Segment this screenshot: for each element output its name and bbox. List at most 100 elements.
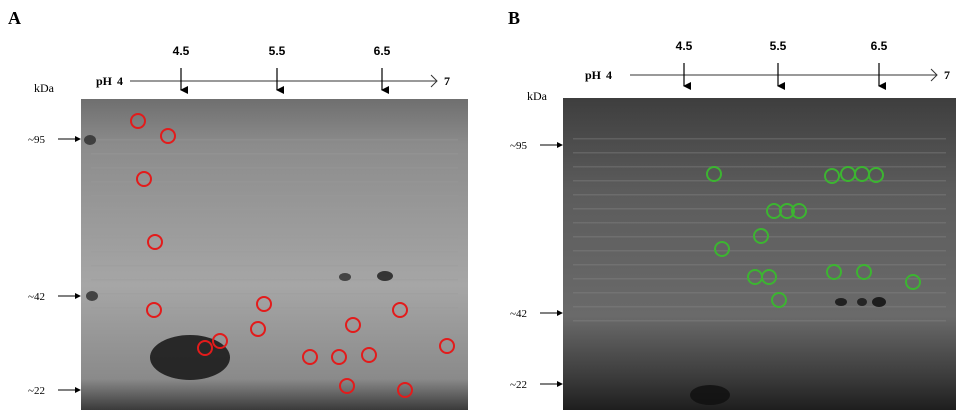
protein-spot-dark (857, 298, 867, 306)
mw-marker-arrowhead (557, 142, 563, 148)
mw-marker-arrowhead (75, 387, 81, 393)
mw-marker-label: ~95 (510, 140, 527, 152)
protein-spot-circle (714, 241, 730, 257)
protein-spot-dark (872, 297, 886, 307)
protein-spot-dark (150, 335, 230, 380)
protein-spot-circle (331, 349, 347, 365)
gel-band (91, 251, 458, 253)
gel-band (91, 321, 458, 323)
gel-band (573, 194, 946, 196)
gel-band (573, 138, 946, 140)
protein-spot-circle (197, 340, 213, 356)
protein-spot-dark (377, 271, 393, 281)
ph-start: 4 (117, 74, 123, 88)
panel-label: B (508, 8, 520, 28)
mw-marker-label: ~42 (510, 308, 527, 320)
protein-spot-dark (86, 291, 98, 301)
gel-image (81, 99, 468, 410)
gel-band (91, 265, 458, 267)
ph-end: 7 (444, 74, 450, 88)
protein-spot-circle (779, 203, 795, 219)
gel-band (573, 264, 946, 266)
gel-band (91, 167, 458, 169)
gel-band (573, 152, 946, 154)
protein-spot-circle (212, 333, 228, 349)
gel-band (91, 223, 458, 225)
ph-tick-label: 6.5 (871, 39, 888, 53)
gel-band (573, 222, 946, 224)
mw-marker-label: ~22 (510, 379, 527, 391)
ph-prefix: pH (96, 74, 113, 88)
ph-axis-arrowhead (930, 68, 938, 82)
gel-band (573, 236, 946, 238)
protein-spot-circle (130, 113, 146, 129)
kda-label: kDa (527, 89, 548, 103)
gel-band (91, 237, 458, 239)
protein-spot-circle (361, 347, 377, 363)
gel-band (91, 209, 458, 211)
gel-band (573, 292, 946, 294)
gel-band (573, 278, 946, 280)
gel-image (563, 98, 956, 410)
kda-label: kDa (34, 81, 55, 95)
gel-band (573, 320, 946, 322)
ph-tick-label: 4.5 (173, 44, 190, 58)
protein-spot-circle (392, 302, 408, 318)
gel-band (573, 306, 946, 308)
mw-marker-label: ~95 (28, 134, 45, 146)
gel-band (91, 307, 458, 309)
protein-spot-circle (302, 349, 318, 365)
protein-spot-dark (339, 273, 351, 281)
protein-spot-circle (761, 269, 777, 285)
protein-spot-circle (397, 382, 413, 398)
gel-band (91, 139, 458, 141)
protein-spot-circle (905, 274, 921, 290)
mw-marker-arrowhead (557, 381, 563, 387)
protein-spot-dark (835, 298, 847, 306)
ph-axis-arrowhead (430, 74, 438, 88)
mw-marker-arrowhead (75, 293, 81, 299)
mw-marker-arrowhead (557, 310, 563, 316)
ph-tick-label: 6.5 (374, 44, 391, 58)
protein-spot-dark (690, 385, 730, 405)
gel-band (91, 293, 458, 295)
protein-spot-circle (147, 234, 163, 250)
protein-spot-circle (339, 378, 355, 394)
gel-band (573, 180, 946, 182)
ph-prefix: pH (585, 68, 602, 82)
protein-spot-circle (771, 292, 787, 308)
gel-band (91, 181, 458, 183)
gel-band (91, 195, 458, 197)
gel-band (573, 166, 946, 168)
protein-spot-circle (824, 168, 840, 184)
protein-spot-circle (256, 296, 272, 312)
protein-spot-circle (753, 228, 769, 244)
mw-marker-label: ~22 (28, 385, 45, 397)
ph-tick-label: 5.5 (770, 39, 787, 53)
protein-spot-circle (250, 321, 266, 337)
ph-end: 7 (944, 68, 950, 82)
protein-spot-circle (791, 203, 807, 219)
ph-tick-label: 5.5 (269, 44, 286, 58)
gel-band (573, 250, 946, 252)
gel-band (91, 279, 458, 281)
protein-spot-circle (345, 317, 361, 333)
gel-band (91, 153, 458, 155)
gel-band (573, 208, 946, 210)
protein-spot-circle (826, 264, 842, 280)
protein-spot-circle (856, 264, 872, 280)
protein-spot-circle (868, 167, 884, 183)
panel-b: BpH 4 7 4.5 5.5 6.5 kDa ~95 ~42 ~22 (508, 8, 956, 410)
panel-label: A (8, 8, 21, 28)
ph-start: 4 (606, 68, 612, 82)
protein-spot-circle (160, 128, 176, 144)
protein-spot-circle (439, 338, 455, 354)
protein-spot-circle (706, 166, 722, 182)
mw-marker-label: ~42 (28, 291, 45, 303)
ph-tick-label: 4.5 (676, 39, 693, 53)
protein-spot-circle (136, 171, 152, 187)
panel-a: ApH 4 7 4.5 5.5 6.5 kDa ~95 ~42 ~22 (8, 8, 468, 410)
protein-spot-circle (146, 302, 162, 318)
protein-spot-dark (84, 135, 96, 145)
